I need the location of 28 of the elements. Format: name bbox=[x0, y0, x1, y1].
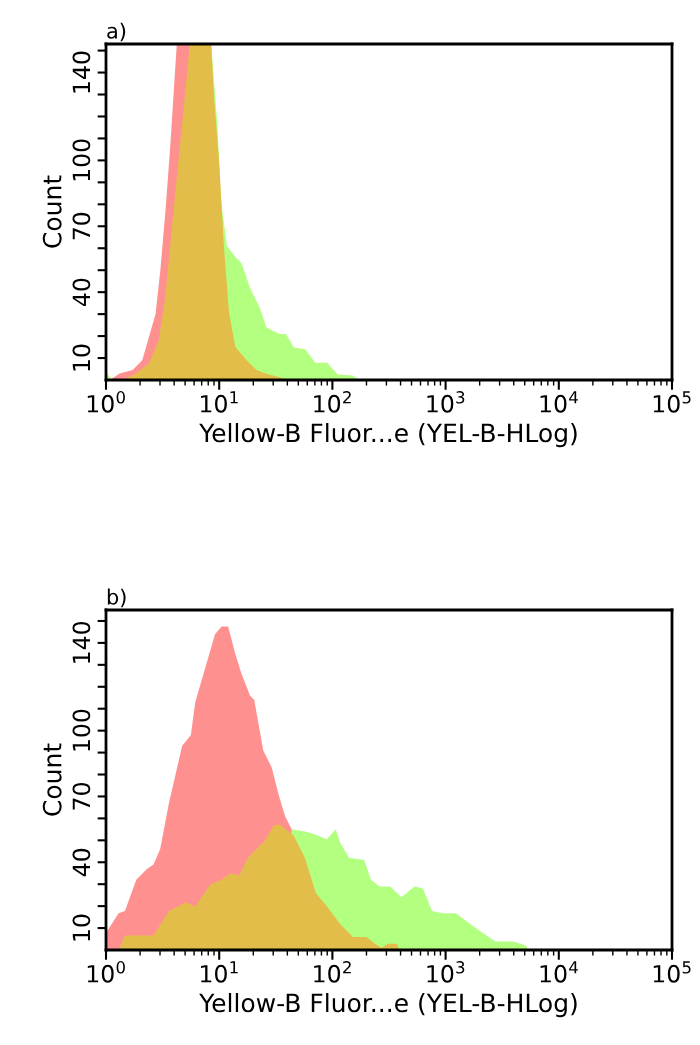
x-tick-label: 10$^{2}$ bbox=[314, 961, 351, 983]
x-axis-title: Yellow-B Fluor...e (YEL-B-HLog) bbox=[199, 992, 577, 1018]
x-axis-title: Yellow-B Fluor...e (YEL-B-HLog) bbox=[199, 422, 577, 448]
y-tick-label: 100 bbox=[72, 709, 91, 751]
x-tick-label: 10$^{3}$ bbox=[427, 961, 465, 983]
x-tick-label: 10$^{0}$ bbox=[87, 961, 125, 983]
y-tick-label: 10 bbox=[72, 914, 91, 941]
x-tick-label: 10$^{0}$ bbox=[87, 391, 125, 413]
x-tick-label: 10$^{1}$ bbox=[201, 961, 238, 983]
y-axis-title: Count bbox=[42, 743, 62, 816]
y-tick-label: 140 bbox=[72, 51, 91, 93]
y-tick-label: 100 bbox=[72, 139, 91, 181]
x-tick-label: 10$^{1}$ bbox=[201, 391, 238, 413]
x-tick-label: 10$^{3}$ bbox=[427, 391, 465, 413]
y-axis-title: Count bbox=[42, 175, 62, 248]
x-tick-label: 10$^{5}$ bbox=[653, 961, 691, 983]
y-tick-label: 70 bbox=[72, 783, 91, 810]
y-tick-label: 40 bbox=[72, 848, 91, 877]
x-tick-label: 10$^{5}$ bbox=[653, 391, 691, 413]
x-tick-label: 10$^{2}$ bbox=[314, 391, 351, 413]
y-tick-label: 70 bbox=[72, 212, 91, 240]
y-tick-label: 10 bbox=[72, 344, 91, 371]
chart-title: a) bbox=[107, 22, 126, 42]
x-tick-label: 10$^{4}$ bbox=[540, 961, 578, 983]
y-tick-label: 140 bbox=[72, 621, 91, 663]
y-tick-label: 40 bbox=[72, 278, 91, 307]
chart-title: b) bbox=[107, 588, 126, 608]
x-tick-label: 10$^{4}$ bbox=[540, 391, 578, 413]
